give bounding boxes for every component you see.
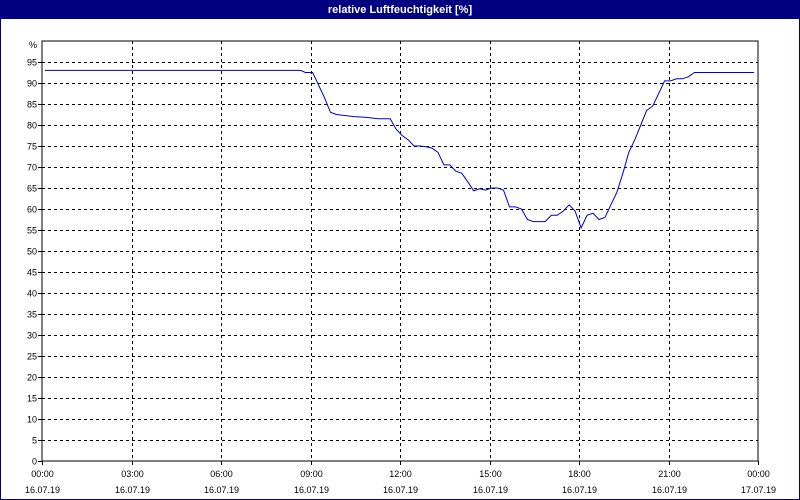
y-tick-label: 40 [27, 289, 37, 299]
x-tick-time-label: 12:00 [389, 469, 412, 479]
x-tick-date-label: 16.07.19 [204, 485, 239, 495]
x-tick-time-label: 03:00 [121, 469, 144, 479]
x-tick-time-label: 21:00 [658, 469, 681, 479]
y-tick-labels: 0 5 10 15 20 25 30 35 40 45 50 55 60 65 70 75 80 85 90 95 [27, 58, 37, 467]
y-tick-label: 20 [27, 373, 37, 383]
y-tick-label: 5 [32, 436, 37, 446]
x-tick-date-label: 16.07.19 [115, 485, 150, 495]
y-tick-label: 55 [27, 226, 37, 236]
y-tick-label: 80 [27, 121, 37, 131]
x-tick-date-label: 17.07.19 [741, 485, 776, 495]
x-tick-date-label: 16.07.19 [473, 485, 508, 495]
axis-layer [38, 40, 759, 465]
x-tick-time-label: 09:00 [300, 469, 323, 479]
x-tick-time-label: 06:00 [210, 469, 233, 479]
chart-title: relative Luftfeuchtigkeit [%] [1, 1, 799, 19]
y-axis-unit-label: % [29, 40, 37, 50]
y-tick-label: 35 [27, 310, 37, 320]
x-tick-date-label: 16.07.19 [652, 485, 687, 495]
y-tick-label: 10 [27, 415, 37, 425]
y-tick-label: 50 [27, 247, 37, 257]
y-tick-label: 60 [27, 205, 37, 215]
y-tick-label: 85 [27, 100, 37, 110]
y-tick-label: 95 [27, 58, 37, 68]
x-tick-time-label: 00:00 [31, 469, 54, 479]
y-tick-label: 30 [27, 331, 37, 341]
y-tick-label: 70 [27, 163, 37, 173]
humidity-series-line [45, 69, 755, 230]
y-tick-label: 65 [27, 184, 37, 194]
y-tick-label: 25 [27, 352, 37, 362]
x-tick-date-label: 16.07.19 [25, 485, 60, 495]
x-tick-time-label: 18:00 [568, 469, 591, 479]
y-tick-label: 0 [32, 457, 37, 467]
x-tick-date-label: 16.07.19 [383, 485, 418, 495]
x-tick-time-label: 15:00 [479, 469, 502, 479]
y-tick-label: 90 [27, 79, 37, 89]
x-tick-date-label: 16.07.19 [562, 485, 597, 495]
grid-layer [42, 41, 758, 461]
series-layer [45, 69, 755, 230]
y-tick-label: 75 [27, 142, 37, 152]
x-tick-time-label: 00:00 [747, 469, 770, 479]
y-tick-label: 15 [27, 394, 37, 404]
x-tick-labels: 00:00 16.07.19 03:00 16.07.19 06:00 16.07.19 0… [25, 469, 776, 495]
x-tick-date-label: 16.07.19 [294, 485, 329, 495]
y-tick-label: 45 [27, 268, 37, 278]
